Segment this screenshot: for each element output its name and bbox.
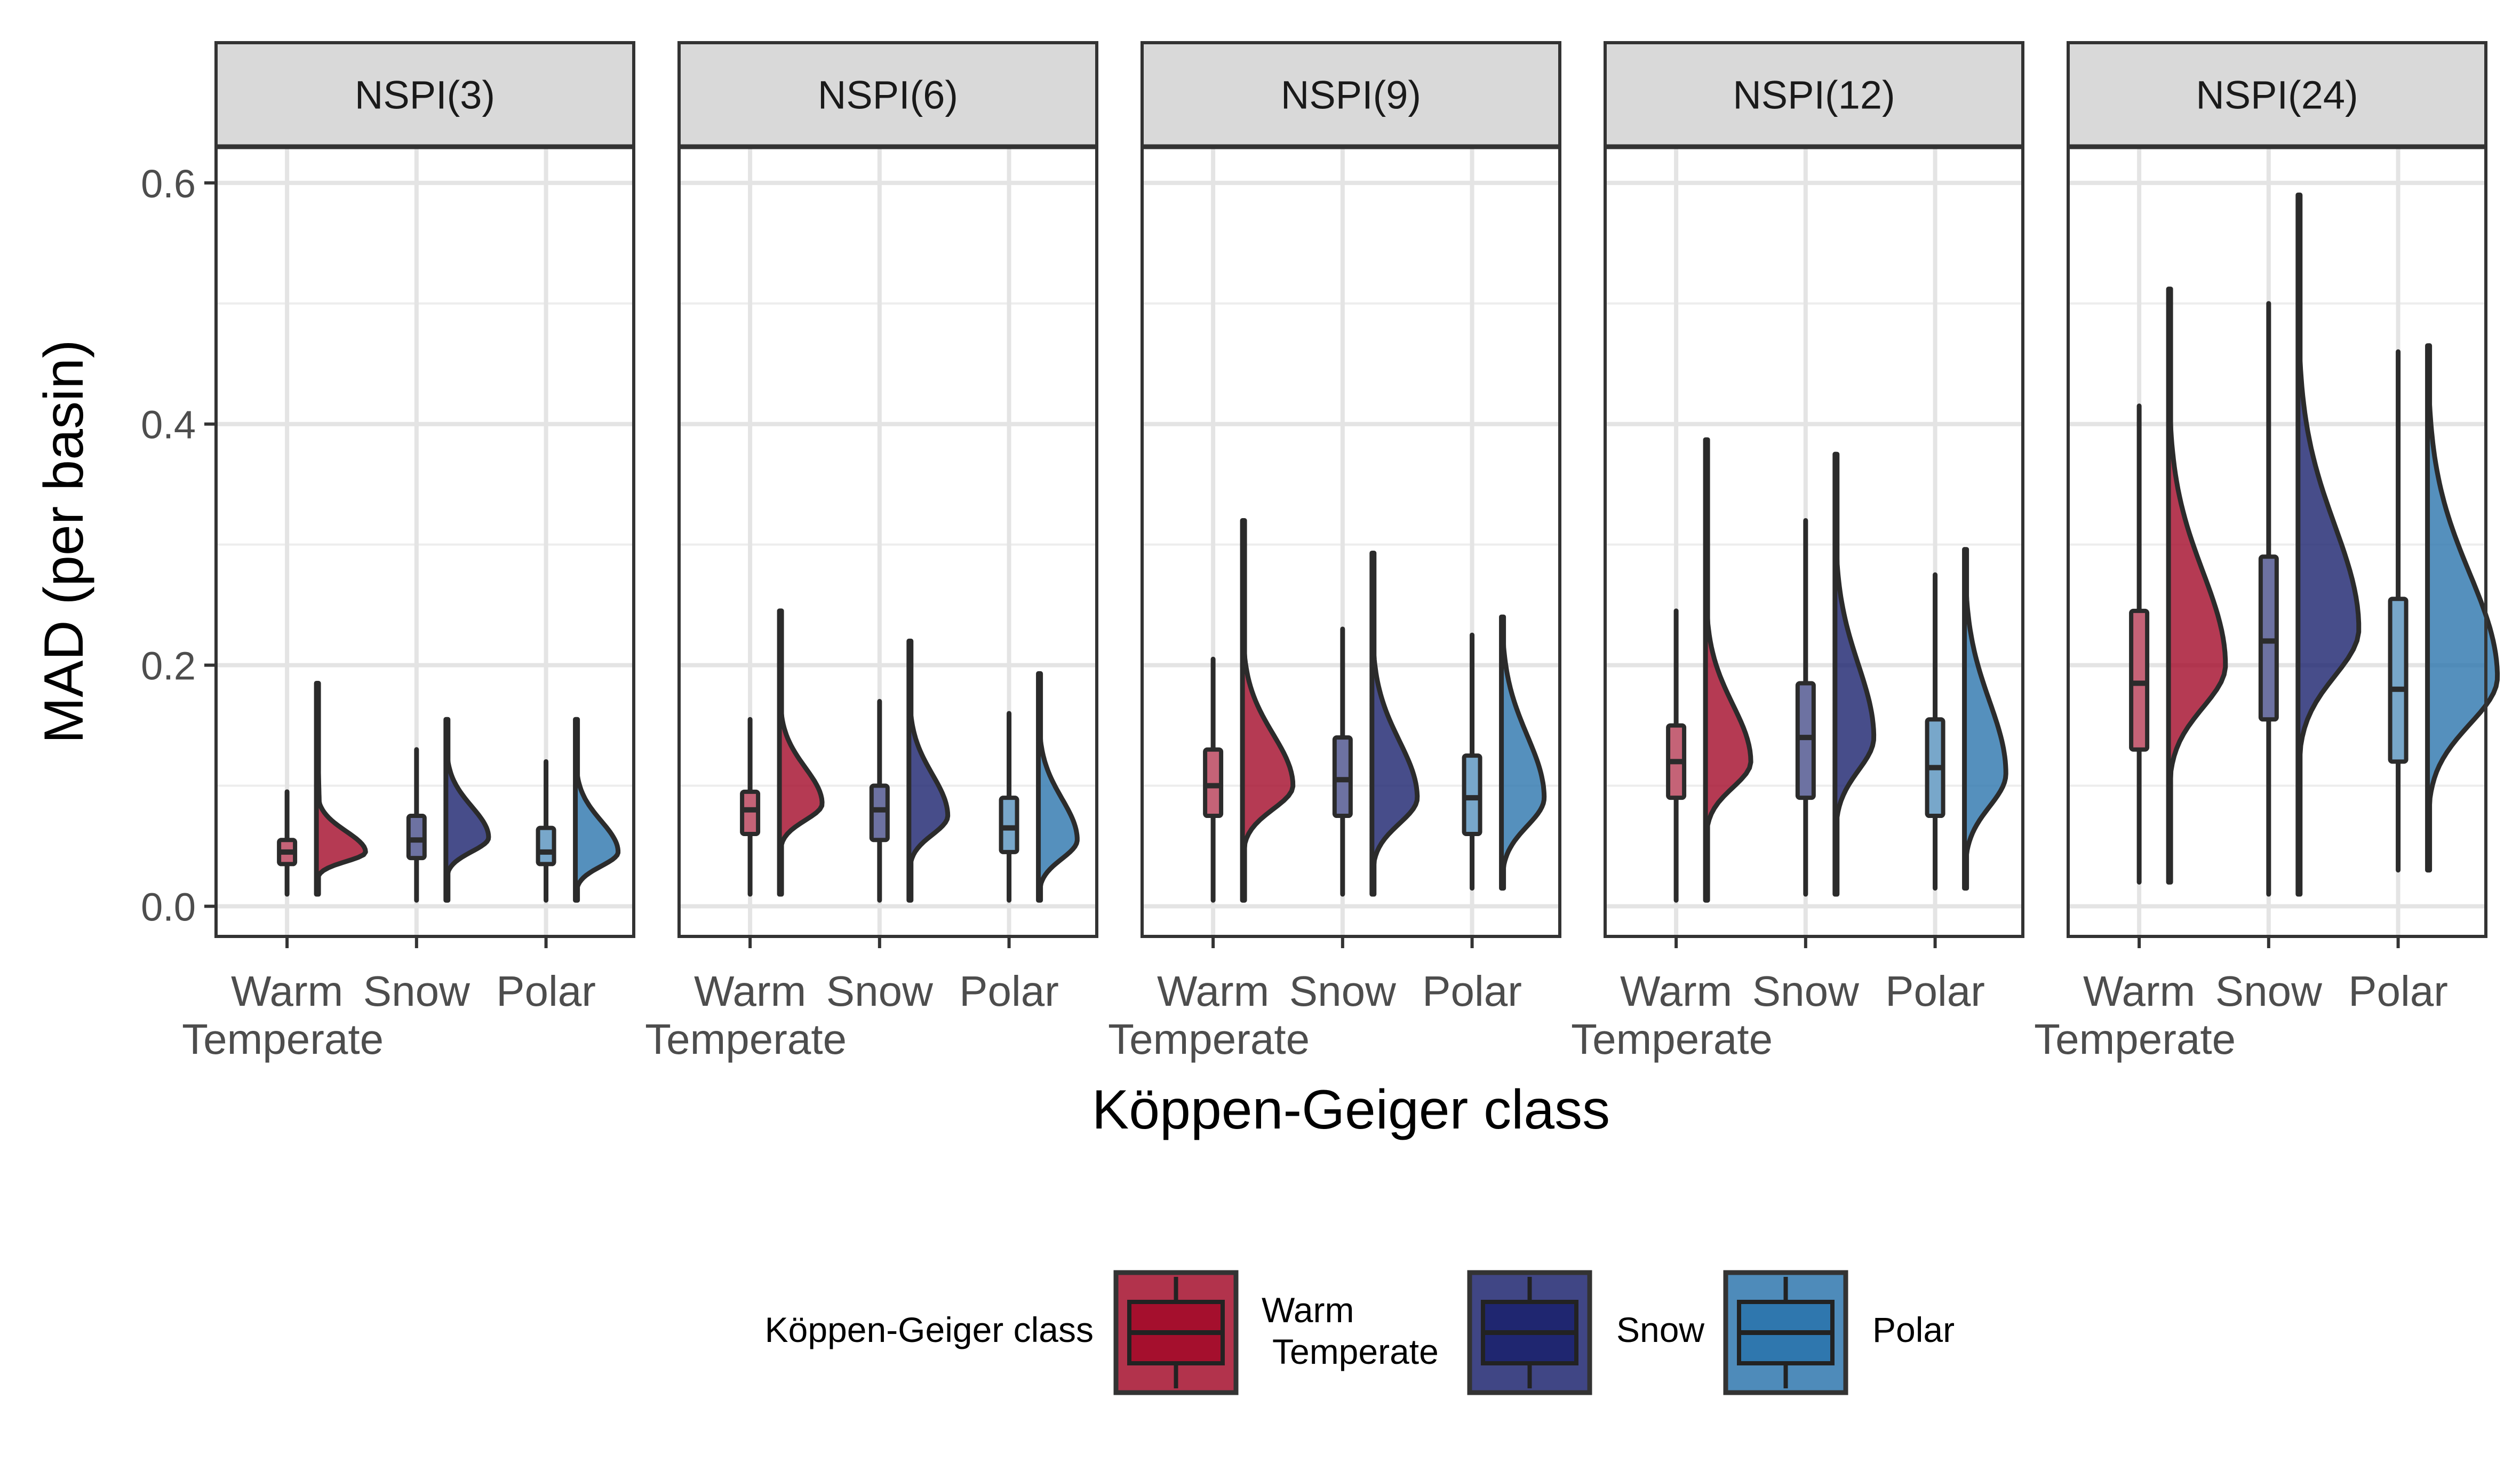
violin-snow-NSPI(3) <box>443 717 491 903</box>
x-tick-label: Snow <box>363 967 470 1015</box>
x-tick-label: Snow <box>2215 967 2322 1015</box>
x-axis-title: Köppen-Geiger class <box>1092 1079 1610 1141</box>
marks-layer <box>277 192 2500 903</box>
violin-warm-NSPI(9) <box>1240 518 1296 903</box>
legend-label-polar: Polar <box>1872 1310 1955 1349</box>
panel-background <box>2068 147 2486 936</box>
x-tick-label: Temperate <box>645 1015 847 1063</box>
strip-title: NSPI(3) <box>355 73 495 117</box>
x-tick-label: Warm <box>694 967 806 1015</box>
x-tick-label: Warm <box>231 967 343 1015</box>
x-tick-label: Polar <box>1422 967 1522 1015</box>
strip-background <box>1604 41 2024 148</box>
x-tick-label: Warm <box>1620 967 1732 1015</box>
x-tick-label: Warm <box>1157 967 1269 1015</box>
strip-title: NSPI(12) <box>1733 73 1895 117</box>
box-polar-NSPI(24) <box>2388 597 2409 764</box>
x-tick-label: Polar <box>1885 967 1985 1015</box>
violin-polar-NSPI(24) <box>2425 343 2500 873</box>
legend-label-warm: Warm <box>1262 1290 1354 1330</box>
box-warm-NSPI(24) <box>2129 608 2150 752</box>
box-snow-NSPI(6) <box>869 783 890 843</box>
legend-label-warm: Temperate <box>1272 1332 1439 1371</box>
legend-label-snow: Snow <box>1616 1310 1704 1349</box>
violin-polar-NSPI(9) <box>1499 614 1547 891</box>
violin-snow-NSPI(24) <box>2295 192 2362 897</box>
violin-warm-NSPI(24) <box>2166 287 2228 885</box>
strip-title: NSPI(24) <box>2196 73 2358 117</box>
panel-background <box>1142 147 1560 936</box>
x-tick-label: Temperate <box>1108 1015 1310 1063</box>
legend-title: Köppen-Geiger class <box>765 1310 1094 1349</box>
violin-polar-NSPI(6) <box>1036 671 1080 903</box>
box-polar-NSPI(3) <box>536 825 556 867</box>
y-tick-label: 0.2 <box>141 644 196 688</box>
strip-background <box>2067 41 2487 148</box>
panel-background <box>1605 147 2023 936</box>
x-tick-label: Polar <box>496 967 596 1015</box>
x-tick-label: Warm <box>2083 967 2195 1015</box>
violin-warm-NSPI(3) <box>314 681 368 897</box>
x-tick-label: Polar <box>959 967 1059 1015</box>
violin-snow-NSPI(9) <box>1369 550 1420 897</box>
frame-layer <box>204 41 2487 948</box>
y-tick-label: 0.6 <box>141 162 196 206</box>
box-snow-NSPI(24) <box>2258 554 2279 722</box>
y-axis-title: MAD (per basin) <box>33 339 95 743</box>
box-snow-NSPI(12) <box>1795 681 1816 800</box>
box-snow-NSPI(9) <box>1332 735 1353 819</box>
strip-title: NSPI(9) <box>1281 73 1421 117</box>
y-tick-label: 0.0 <box>141 885 196 929</box>
y-tick-label: 0.4 <box>141 403 196 447</box>
x-tick-label: Temperate <box>2034 1015 2236 1063</box>
violin-warm-NSPI(12) <box>1703 437 1753 903</box>
x-tick-label: Polar <box>2348 967 2448 1015</box>
box-polar-NSPI(9) <box>1462 753 1482 836</box>
strip-title: NSPI(6) <box>818 73 958 117</box>
strip-background <box>677 41 1098 148</box>
violin-snow-NSPI(6) <box>906 638 951 903</box>
violin-polar-NSPI(3) <box>573 717 621 903</box>
box-warm-NSPI(6) <box>740 789 761 836</box>
violin-warm-NSPI(6) <box>777 608 825 897</box>
box-snow-NSPI(3) <box>406 814 427 861</box>
box-warm-NSPI(9) <box>1203 747 1224 819</box>
x-tick-label: Snow <box>1752 967 1859 1015</box>
violin-snow-NSPI(12) <box>1832 451 1877 897</box>
x-tick-label: Snow <box>1289 967 1396 1015</box>
violin-polar-NSPI(12) <box>1962 547 2008 891</box>
x-tick-label: Snow <box>826 967 933 1015</box>
box-polar-NSPI(6) <box>999 796 1019 854</box>
x-tick-label: Temperate <box>1571 1015 1773 1063</box>
x-tick-label: Temperate <box>182 1015 384 1063</box>
grid-layer <box>216 147 2486 936</box>
